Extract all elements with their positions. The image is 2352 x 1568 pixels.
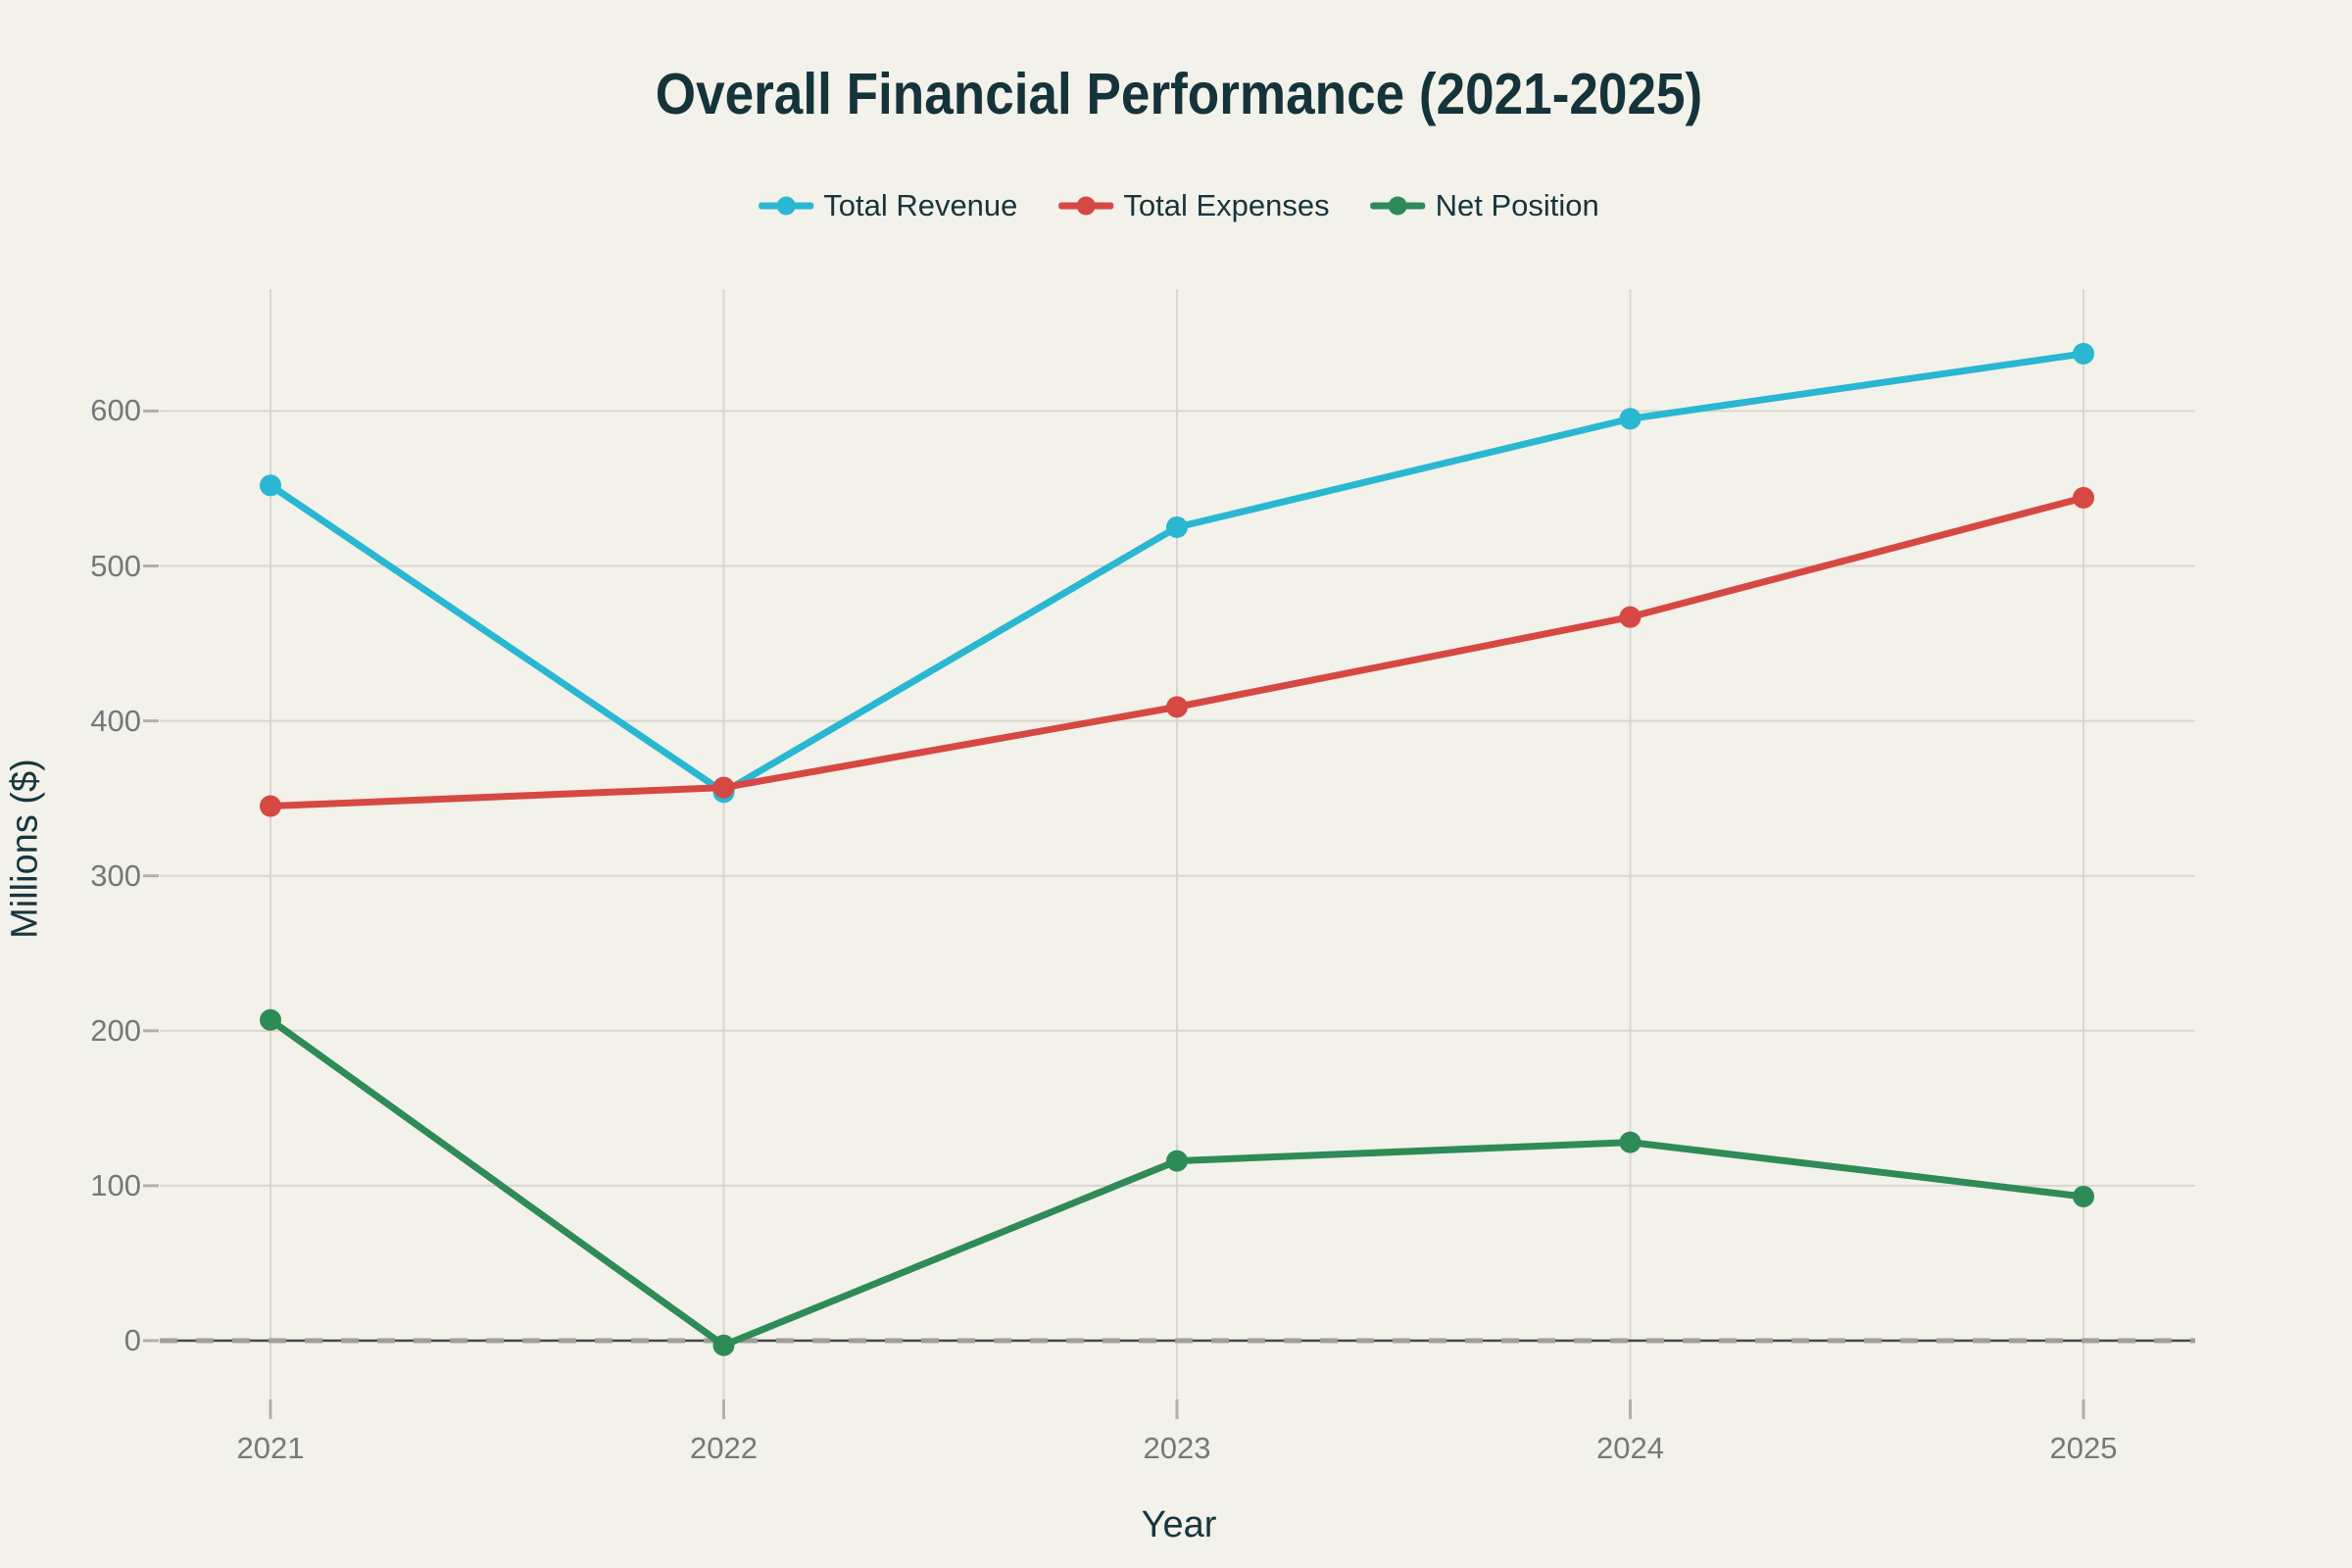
y-tick-label-400: 400 bbox=[90, 703, 141, 738]
data-point-net-position-2024 bbox=[1619, 1131, 1642, 1153]
legend-marker-total-expenses bbox=[1058, 196, 1114, 216]
legend-label-total-expenses: Total Expenses bbox=[1123, 188, 1330, 222]
series-net-position bbox=[260, 1008, 2094, 1356]
legend: Total Revenue Total Expenses Net Position bbox=[759, 188, 1599, 223]
x-tick-label-2022: 2022 bbox=[690, 1431, 758, 1465]
y-tick-label-300: 300 bbox=[90, 858, 141, 893]
y-axis-title: Millions ($) bbox=[4, 759, 46, 939]
legend-item-total-revenue[interactable]: Total Revenue bbox=[759, 188, 1017, 223]
x-gridlines bbox=[269, 289, 2085, 1419]
x-tick-label-2025: 2025 bbox=[2049, 1431, 2118, 1465]
legend-label-total-revenue: Total Revenue bbox=[823, 188, 1018, 222]
data-point-total-expenses-2022 bbox=[712, 776, 735, 799]
data-point-total-revenue-2021 bbox=[260, 474, 281, 497]
legend-marker-total-revenue bbox=[759, 196, 814, 216]
data-point-net-position-2021 bbox=[260, 1008, 281, 1031]
data-point-total-revenue-2023 bbox=[1166, 515, 1188, 538]
data-point-total-expenses-2024 bbox=[1619, 606, 1642, 628]
y-tick-label-100: 100 bbox=[90, 1167, 141, 1202]
y-tick-label-500: 500 bbox=[90, 548, 141, 583]
series-total-expenses bbox=[260, 486, 2094, 817]
legend-item-total-expenses[interactable]: Total Expenses bbox=[1058, 188, 1330, 223]
y-tick-label-600: 600 bbox=[90, 393, 141, 428]
x-tick-label-2024: 2024 bbox=[1596, 1431, 1664, 1465]
x-axis-title: Year bbox=[1141, 1504, 1217, 1545]
legend-item-net-position[interactable]: Net Position bbox=[1370, 188, 1599, 223]
data-point-net-position-2022 bbox=[712, 1334, 735, 1356]
y-tick-label-0: 0 bbox=[123, 1323, 141, 1357]
chart-title: Overall Financial Performance (2021-2025… bbox=[655, 62, 1703, 126]
x-tick-label-2021: 2021 bbox=[236, 1431, 305, 1465]
data-point-total-expenses-2023 bbox=[1166, 696, 1188, 718]
legend-label-net-position: Net Position bbox=[1435, 188, 1599, 222]
data-point-net-position-2023 bbox=[1166, 1150, 1188, 1172]
data-point-total-revenue-2024 bbox=[1619, 408, 1642, 430]
data-point-net-position-2025 bbox=[2073, 1185, 2094, 1207]
data-point-total-revenue-2025 bbox=[2073, 342, 2094, 365]
legend-marker-net-position bbox=[1370, 196, 1426, 216]
data-point-total-expenses-2025 bbox=[2073, 486, 2094, 509]
x-tick-label-2023: 2023 bbox=[1143, 1431, 1211, 1465]
y-tick-label-200: 200 bbox=[90, 1012, 141, 1048]
data-point-total-expenses-2021 bbox=[260, 795, 281, 817]
